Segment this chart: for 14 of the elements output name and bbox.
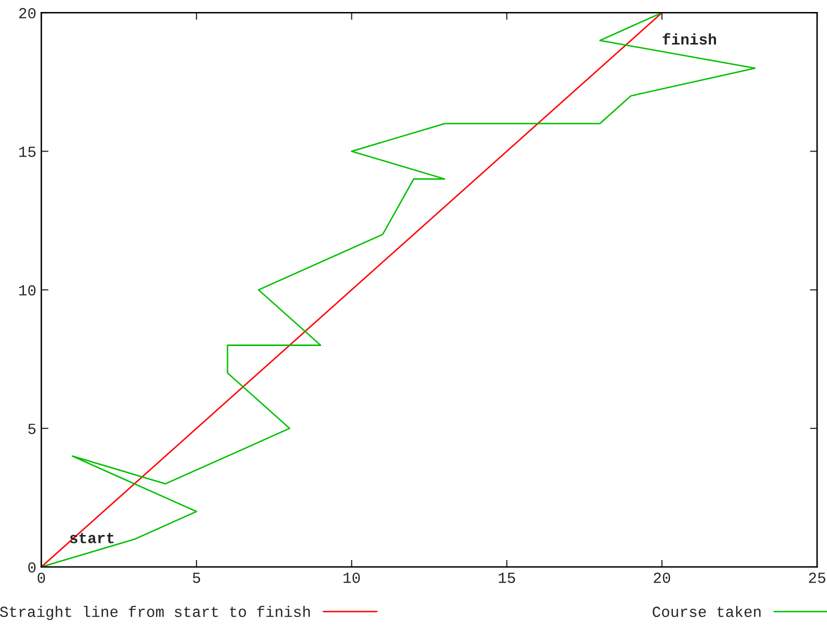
y-tick-label: 15 (19, 146, 36, 157)
x-tick-label: 20 (654, 572, 670, 584)
y-tick-label: 0 (28, 562, 36, 573)
x-tick-label: 15 (498, 572, 515, 584)
x-tick-label: 25 (808, 572, 826, 584)
legend-label: Straight line from start to finish (0, 606, 310, 620)
x-tick-label: 5 (192, 572, 200, 584)
y-tick-label: 10 (19, 285, 36, 296)
annotation: finish (662, 33, 716, 45)
x-tick-label: 0 (38, 572, 45, 584)
y-tick-label: 5 (28, 424, 36, 434)
y-tick-label: 20 (19, 8, 36, 18)
x-tick-label: 10 (344, 572, 360, 584)
legend-label: Course taken (652, 606, 761, 618)
